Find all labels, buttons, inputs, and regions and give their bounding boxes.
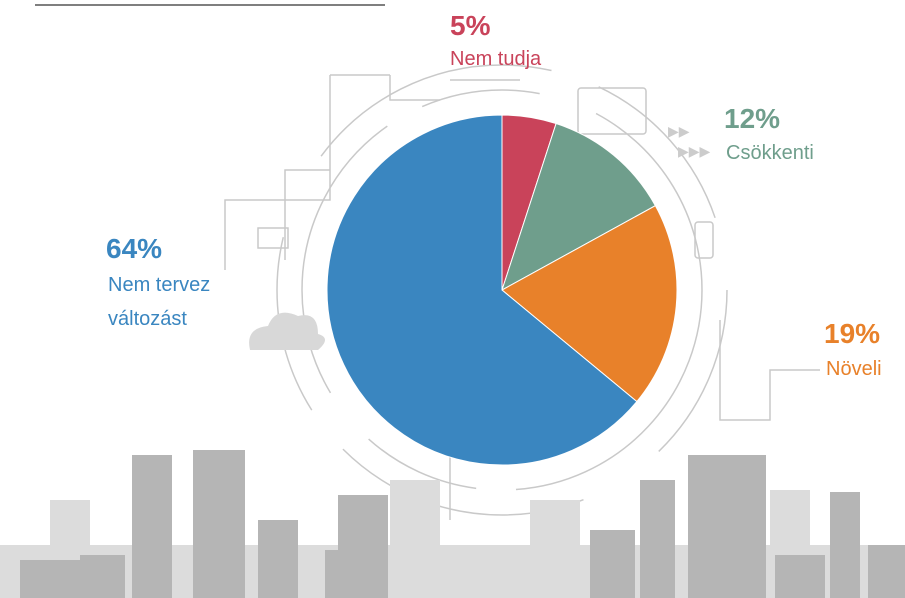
pct-label: 19% <box>824 318 881 349</box>
pie-slice <box>501 122 657 292</box>
pct-label: 64% <box>106 233 163 264</box>
slice-label: Nem tudja <box>450 48 542 70</box>
slice-label: Növeli <box>826 358 882 380</box>
pct-label: 12% <box>724 103 781 134</box>
pie-slice <box>326 114 638 466</box>
slice-label: Csökkenti <box>726 142 814 164</box>
slice-label: Nem tervez változást <box>108 274 211 330</box>
svg-text:▶▶▶: ▶▶▶ <box>678 143 711 159</box>
pct-label: 5% <box>450 10 491 41</box>
pie-slice <box>501 205 678 403</box>
svg-text:▶▶: ▶▶ <box>668 123 690 139</box>
skyline <box>0 450 905 598</box>
